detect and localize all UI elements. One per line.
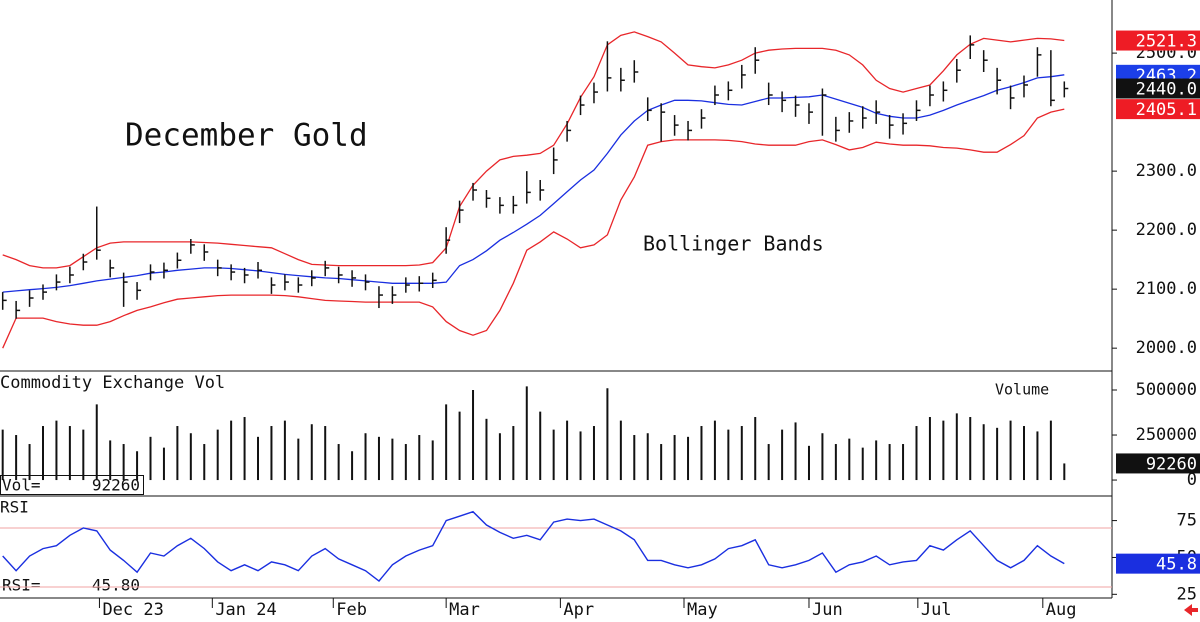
- value-box-label: 92260: [1146, 454, 1197, 474]
- y-tick-label: 2300.0: [1136, 161, 1197, 181]
- x-tick-label: Jul: [921, 600, 952, 620]
- scroll-arrow: [1184, 604, 1198, 616]
- upper-band: [2, 31, 1065, 269]
- lower-band: [2, 108, 1065, 349]
- value-box-label: 2521.3: [1136, 32, 1197, 52]
- value-box: [1116, 553, 1200, 574]
- value-box: [1116, 453, 1200, 474]
- readout-value: 92260: [92, 476, 140, 495]
- value-box: [1116, 30, 1200, 51]
- legend: Volume: [995, 381, 1049, 399]
- x-tick-label: Dec 23: [102, 600, 163, 620]
- value-box-label: 2440.0: [1136, 80, 1197, 100]
- readout-box: [0, 475, 144, 495]
- x-tick-label: Aug: [1046, 600, 1077, 620]
- panel-title: Commodity Exchange Vol: [0, 373, 225, 393]
- y-tick-label: 2200.0: [1136, 220, 1197, 240]
- x-tick-label: Apr: [563, 600, 594, 620]
- chart-title: December Gold: [125, 118, 368, 154]
- y-tick-label: 250000: [1136, 425, 1197, 445]
- y-tick-label: 0: [1187, 470, 1197, 490]
- annotation: Bollinger Bands: [643, 232, 824, 256]
- value-box: [1116, 99, 1200, 120]
- y-tick-label: 25: [1177, 584, 1197, 604]
- x-tick-label: Jun: [812, 600, 843, 620]
- rsi-line: [2, 510, 1065, 582]
- value-box-label: 45.8: [1156, 555, 1197, 575]
- x-tick-label: May: [687, 600, 718, 620]
- readout-value: 45.80: [92, 576, 140, 595]
- x-tick-label: Feb: [336, 600, 367, 620]
- x-tick-label: Mar: [449, 600, 480, 620]
- panel-title: RSI: [0, 498, 29, 517]
- value-box-label: 2405.1: [1136, 100, 1197, 120]
- y-tick-label: 2000.0: [1136, 338, 1197, 358]
- x-tick-label: Jan 24: [215, 600, 276, 620]
- y-tick-label: 75: [1177, 511, 1197, 531]
- y-tick-label: 500000: [1136, 380, 1197, 400]
- value-box: [1116, 78, 1200, 99]
- readout-label: RSI=: [2, 576, 41, 595]
- y-tick-label: 2100.0: [1136, 279, 1197, 299]
- middle-band: [2, 74, 1065, 293]
- readout-label: Vol=: [2, 476, 41, 495]
